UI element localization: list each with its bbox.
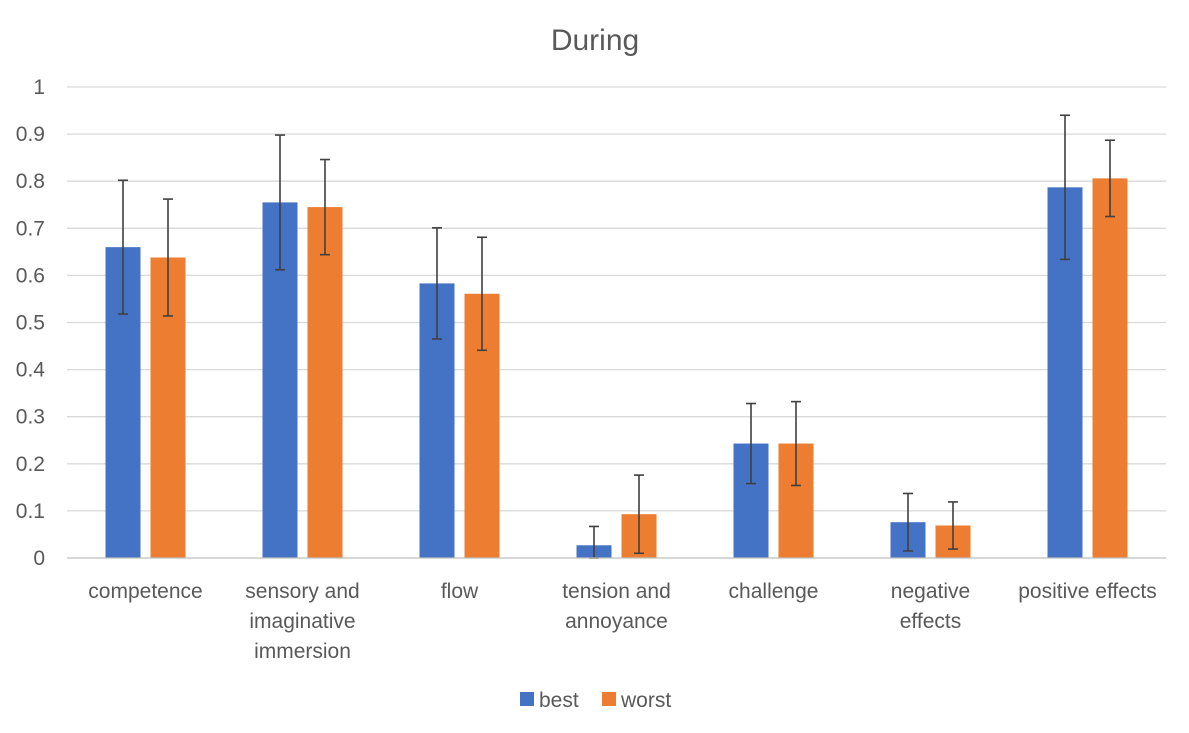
error-bar-worst-5 (948, 501, 958, 550)
y-tick-label: 0.4 (16, 359, 46, 382)
y-tick-label: 0.2 (16, 453, 45, 476)
x-category-label-line: challenge (729, 580, 819, 603)
gridlines (67, 86, 1166, 512)
x-category-label-line: immersion (254, 640, 351, 663)
error-bar-best-6 (1060, 114, 1070, 261)
x-category-label: sensory and imaginative immersion (245, 580, 359, 663)
error-bar-worst-4 (791, 400, 801, 487)
x-category-label: negative effects (891, 580, 970, 633)
y-tick-label: 0.8 (16, 170, 45, 193)
legend-label-worst: worst (620, 689, 671, 712)
error-bar-worst-1 (320, 158, 330, 256)
x-category-label: flow (441, 580, 479, 603)
legend-swatch-best (520, 692, 534, 706)
x-category-label-line: imaginative (249, 610, 355, 633)
error-bar-worst-3 (634, 474, 644, 555)
error-bar-best-4 (746, 402, 756, 485)
x-category-label-line: competence (88, 580, 202, 603)
y-tick-label: 0.7 (16, 217, 45, 240)
x-category-label-line: annoyance (565, 610, 668, 633)
x-category-label-line: effects (900, 610, 961, 633)
bars (105, 178, 1128, 559)
x-category-label-line: flow (441, 580, 479, 603)
bar-worst-1 (307, 207, 343, 559)
y-tick-label: 1 (33, 76, 45, 99)
x-axis-categories: competence sensory and imaginative immersio… (88, 580, 1156, 663)
chart-title: During (551, 24, 639, 57)
y-axis-ticks: 0 0.1 0.2 0.3 0.4 0.5 0.6 0.7 0.8 0.9 1 (16, 76, 46, 570)
error-bars (118, 114, 1115, 559)
error-bar-worst-0 (163, 198, 173, 317)
x-category-label: competence (88, 580, 202, 603)
x-category-label-line: sensory and (245, 580, 359, 603)
x-category-label: positive effects (1018, 580, 1157, 603)
x-category-label-line: tension and (562, 580, 671, 603)
y-tick-label: 0.3 (16, 406, 45, 429)
legend-label-best: best (539, 689, 579, 712)
y-tick-label: 0.5 (16, 312, 45, 335)
x-category-label-line: positive effects (1018, 580, 1157, 603)
error-bar-worst-2 (477, 236, 487, 352)
y-tick-label: 0.9 (16, 123, 45, 146)
error-bar-worst-6 (1105, 139, 1115, 218)
y-tick-label: 0 (33, 547, 45, 570)
bar-worst-6 (1092, 178, 1128, 558)
x-category-label: challenge (729, 580, 819, 603)
error-bar-best-2 (432, 227, 442, 340)
y-tick-label: 0.1 (16, 500, 45, 523)
error-bar-best-0 (118, 179, 128, 315)
x-category-label-line: negative (891, 580, 970, 603)
legend-swatch-worst (602, 692, 616, 706)
error-bar-best-5 (903, 492, 913, 552)
legend: best worst (520, 689, 671, 712)
y-tick-label: 0.6 (16, 264, 45, 287)
x-category-label: tension and annoyance (562, 580, 671, 633)
error-bar-best-1 (275, 134, 285, 271)
